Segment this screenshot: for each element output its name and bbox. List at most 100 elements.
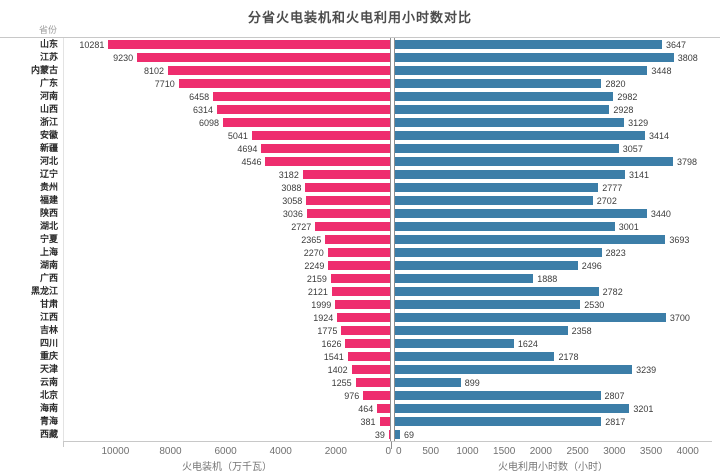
hours-value-label: 2928 <box>613 104 634 115</box>
hours-bar[interactable] <box>395 66 648 75</box>
hours-bar[interactable] <box>395 131 645 140</box>
capacity-bar[interactable] <box>345 339 390 348</box>
capacity-bar[interactable] <box>379 417 390 426</box>
row-right-pad <box>712 233 720 246</box>
hours-bar[interactable] <box>395 222 615 231</box>
hours-bar[interactable] <box>395 144 619 153</box>
hours-bar[interactable] <box>395 430 401 439</box>
capacity-bar[interactable] <box>213 92 390 101</box>
hours-plot-cell: 69 <box>394 428 712 441</box>
hours-bar[interactable] <box>395 378 461 387</box>
hours-bar[interactable] <box>395 157 674 166</box>
hours-value-label: 3129 <box>628 117 649 128</box>
hours-plot-cell: 3700 <box>394 311 712 324</box>
capacity-bar[interactable] <box>328 261 390 270</box>
row-right-pad <box>712 259 720 272</box>
hours-bar[interactable] <box>395 287 599 296</box>
row-right-pad <box>712 194 720 207</box>
axis-tick-label: 1500 <box>493 446 516 457</box>
capacity-bar[interactable] <box>217 105 390 114</box>
capacity-plot-cell: 976 <box>63 389 391 402</box>
hours-bar[interactable] <box>395 391 601 400</box>
capacity-plot-cell: 4546 <box>63 155 391 168</box>
hours-bar[interactable] <box>395 53 674 62</box>
capacity-bar[interactable] <box>306 209 390 218</box>
hours-bar[interactable] <box>395 209 647 218</box>
capacity-bar[interactable] <box>337 313 390 322</box>
capacity-bar[interactable] <box>315 222 390 231</box>
row-right-pad <box>712 298 720 311</box>
row-right-pad <box>712 337 720 350</box>
table-row: 安徽 5041 3414 <box>0 129 720 142</box>
row-right-pad <box>712 220 720 233</box>
hours-bar[interactable] <box>395 352 555 361</box>
hours-bar[interactable] <box>395 313 666 322</box>
hours-bar[interactable] <box>395 261 578 270</box>
hours-bar[interactable] <box>395 235 666 244</box>
capacity-bar[interactable] <box>355 378 390 387</box>
hours-bar[interactable] <box>395 365 633 374</box>
capacity-value-label: 2121 <box>307 286 328 297</box>
capacity-bar[interactable] <box>305 183 390 192</box>
hours-bar[interactable] <box>395 326 568 335</box>
capacity-bar[interactable] <box>137 53 390 62</box>
hours-bar[interactable] <box>395 92 614 101</box>
capacity-bar[interactable] <box>351 365 390 374</box>
hours-bar[interactable] <box>395 404 630 413</box>
hours-bar[interactable] <box>395 170 625 179</box>
table-row: 新疆 4694 3057 <box>0 142 720 155</box>
capacity-bar[interactable] <box>377 404 390 413</box>
row-right-pad <box>712 311 720 324</box>
capacity-bar[interactable] <box>168 66 390 75</box>
hours-bar[interactable] <box>395 339 514 348</box>
capacity-bar[interactable] <box>388 430 390 439</box>
hours-value-label: 3693 <box>669 234 690 245</box>
capacity-value-label: 1541 <box>323 351 344 362</box>
capacity-bar[interactable] <box>251 131 390 140</box>
table-row: 广东 7710 2820 <box>0 77 720 90</box>
capacity-bar[interactable] <box>265 157 390 166</box>
hours-bar[interactable] <box>395 274 534 283</box>
capacity-bar[interactable] <box>222 118 390 127</box>
capacity-plot-cell: 2365 <box>63 233 391 246</box>
hours-value-label: 899 <box>464 377 480 388</box>
hours-bar[interactable] <box>395 196 593 205</box>
hours-value-label: 2820 <box>605 78 626 89</box>
left-axis: 10000 8000 6000 4000 2000 0 火电装机（万千瓦） <box>63 441 391 476</box>
capacity-bar[interactable] <box>178 79 390 88</box>
capacity-plot-cell: 8102 <box>63 64 391 77</box>
capacity-bar[interactable] <box>363 391 390 400</box>
axis-tick-label: 3000 <box>603 446 626 457</box>
table-row: 吉林 1775 2358 <box>0 324 720 337</box>
capacity-bar[interactable] <box>327 248 390 257</box>
capacity-bar[interactable] <box>261 144 390 153</box>
hours-bar[interactable] <box>395 300 581 309</box>
capacity-bar[interactable] <box>306 196 390 205</box>
hours-bar[interactable] <box>395 417 602 426</box>
table-row: 内蒙古 8102 3448 <box>0 64 720 77</box>
hours-bar[interactable] <box>395 118 625 127</box>
capacity-plot-cell: 2121 <box>63 285 391 298</box>
capacity-bar[interactable] <box>108 40 390 49</box>
capacity-bar[interactable] <box>330 274 390 283</box>
category-label: 安徽 <box>39 130 58 140</box>
capacity-bar[interactable] <box>341 326 390 335</box>
hours-bar[interactable] <box>395 248 602 257</box>
hours-bar[interactable] <box>395 183 599 192</box>
capacity-bar[interactable] <box>335 300 390 309</box>
hours-plot-cell: 2782 <box>394 285 712 298</box>
axis-tick-label: 4000 <box>676 446 699 457</box>
hours-bar[interactable] <box>395 40 662 49</box>
hours-bar[interactable] <box>395 79 602 88</box>
capacity-bar[interactable] <box>325 235 390 244</box>
capacity-bar[interactable] <box>331 287 390 296</box>
row-right-pad <box>712 90 720 103</box>
table-row: 天津 1402 3239 <box>0 363 720 376</box>
hours-plot-cell: 2496 <box>394 259 712 272</box>
capacity-value-label: 3088 <box>281 182 302 193</box>
hours-value-label: 3700 <box>669 312 690 323</box>
capacity-bar[interactable] <box>302 170 390 179</box>
capacity-bar[interactable] <box>347 352 390 361</box>
hours-bar[interactable] <box>395 105 610 114</box>
category-label: 湖南 <box>39 260 58 270</box>
